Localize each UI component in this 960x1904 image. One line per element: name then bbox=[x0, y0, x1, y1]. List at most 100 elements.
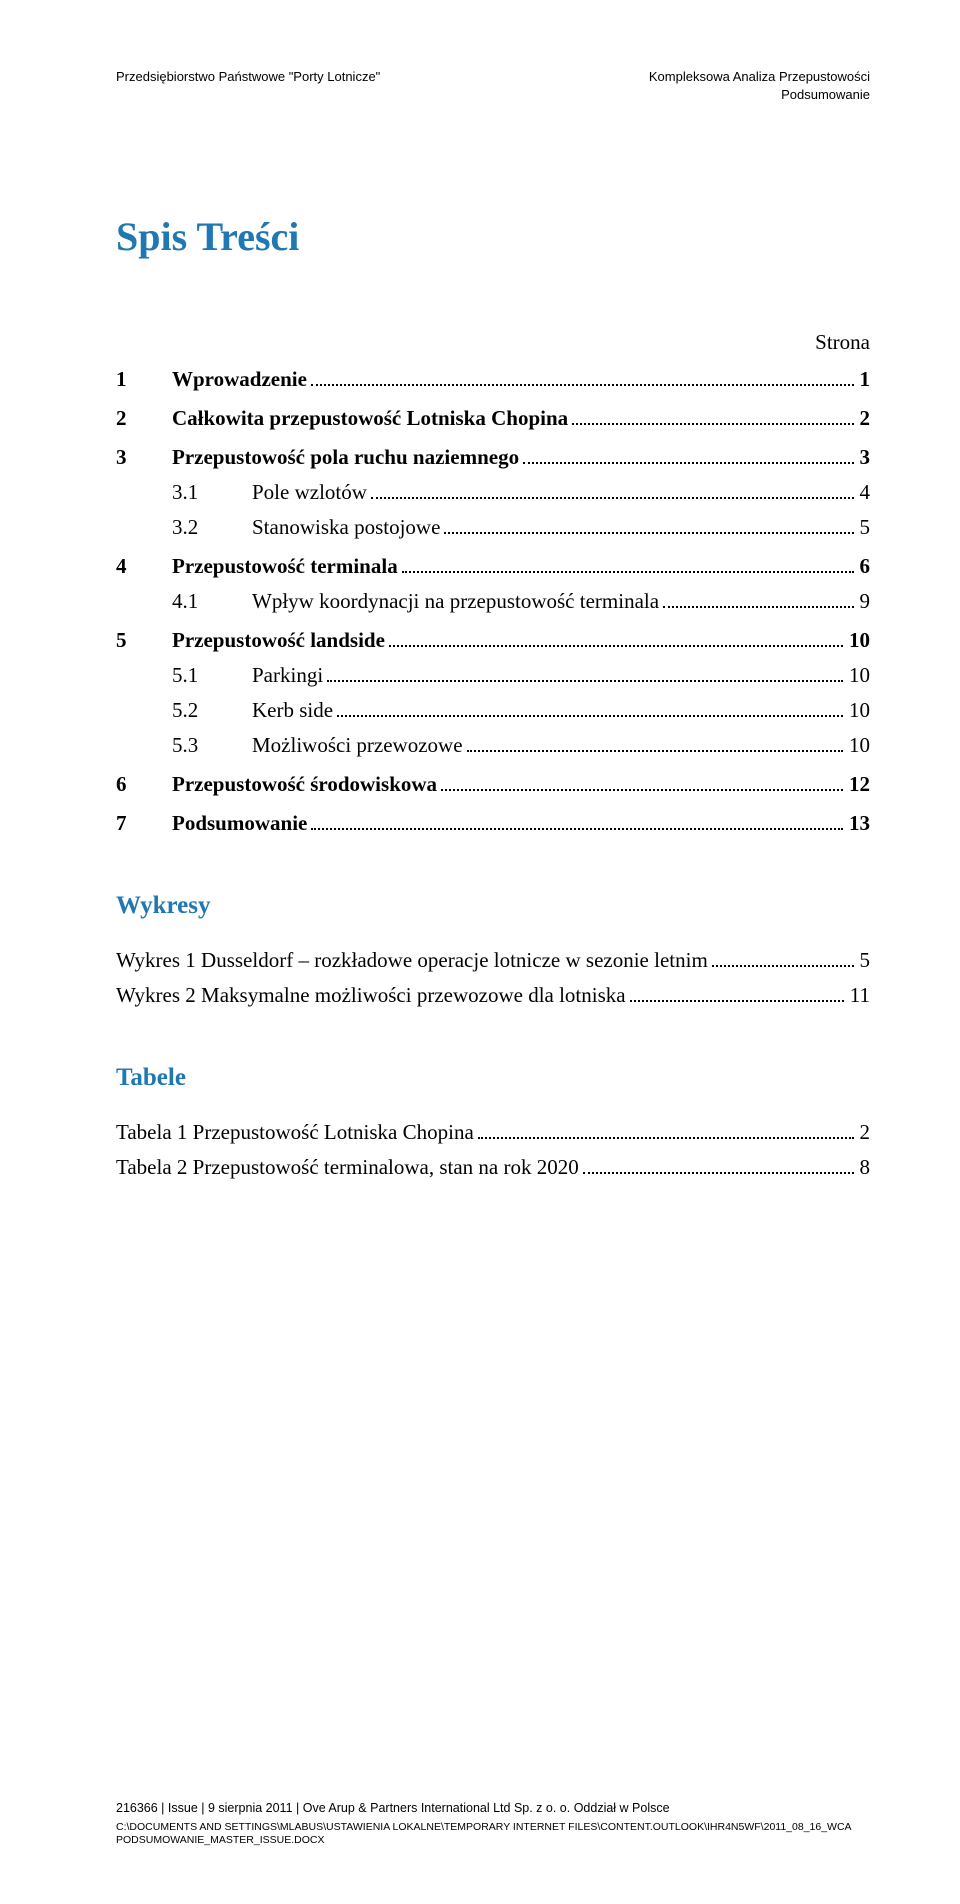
wykresy-heading: Wykresy bbox=[116, 892, 870, 920]
toc-subnumber: 4.1 bbox=[172, 589, 252, 614]
toc-subpage: 9 bbox=[858, 589, 871, 614]
tabele-heading: Tabele bbox=[116, 1064, 870, 1092]
list-row: Wykres 1 Dusseldorf – rozkładowe operacj… bbox=[116, 948, 870, 973]
toc-label: Przepustowość środowiskowa bbox=[172, 772, 437, 797]
toc-leader bbox=[630, 983, 844, 1002]
table-of-contents: 1Wprowadzenie12Całkowita przepustowość L… bbox=[116, 367, 870, 836]
toc-page: 10 bbox=[847, 628, 870, 653]
toc-row: 2Całkowita przepustowość Lotniska Chopin… bbox=[116, 406, 870, 431]
toc-leader bbox=[583, 1155, 854, 1174]
toc-page: 13 bbox=[847, 811, 870, 836]
toc-number: 4 bbox=[116, 554, 172, 579]
footer-line1: 216366 | Issue | 9 sierpnia 2011 | Ove A… bbox=[116, 1801, 870, 1815]
toc-label: Przepustowość terminala bbox=[172, 554, 398, 579]
toc-leader bbox=[311, 811, 843, 830]
toc-page: 2 bbox=[858, 406, 871, 431]
header-right-line2: Podsumowanie bbox=[649, 86, 870, 104]
toc-leader bbox=[337, 698, 843, 717]
toc-section: 4Przepustowość terminala 6 4.1Wpływ koordy… bbox=[116, 554, 870, 614]
toc-sublabel: Wpływ koordynacji na przepustowość termi… bbox=[252, 589, 659, 614]
toc-leader bbox=[311, 367, 854, 386]
toc-sublabel: Kerb side bbox=[252, 698, 333, 723]
toc-leader bbox=[371, 480, 854, 499]
toc-leader bbox=[572, 406, 853, 425]
toc-leader bbox=[402, 554, 854, 573]
toc-leader bbox=[327, 663, 843, 682]
toc-subpage: 10 bbox=[847, 663, 870, 688]
toc-sublabel: Możliwości przewozowe bbox=[252, 733, 463, 758]
toc-leader bbox=[389, 628, 843, 647]
list-page: 2 bbox=[858, 1120, 871, 1145]
toc-subrow: 5.2Kerb side 10 bbox=[116, 698, 870, 723]
page-title: Spis Treści bbox=[116, 213, 870, 260]
toc-leader bbox=[467, 733, 843, 752]
toc-sublabel: Pole wzlotów bbox=[252, 480, 367, 505]
document-page: Przedsiębiorstwo Państwowe "Porty Lotnic… bbox=[0, 0, 960, 1904]
toc-section: 7Podsumowanie 13 bbox=[116, 811, 870, 836]
toc-page: 3 bbox=[858, 445, 871, 470]
toc-subpage: 10 bbox=[847, 733, 870, 758]
toc-subpage: 5 bbox=[858, 515, 871, 540]
toc-number: 7 bbox=[116, 811, 172, 836]
toc-leader bbox=[712, 948, 854, 967]
toc-section: 3Przepustowość pola ruchu naziemnego33.1… bbox=[116, 445, 870, 540]
toc-leader bbox=[523, 445, 853, 464]
list-row: Tabela 2 Przepustowość terminalowa, stan… bbox=[116, 1155, 870, 1180]
toc-number: 5 bbox=[116, 628, 172, 653]
toc-subpage: 10 bbox=[847, 698, 870, 723]
header-right: Kompleksowa Analiza Przepustowości Podsu… bbox=[649, 68, 870, 103]
list-row: Wykres 2 Maksymalne możliwości przewozow… bbox=[116, 983, 870, 1008]
toc-row: 1Wprowadzenie1 bbox=[116, 367, 870, 392]
toc-subrow: 3.2Stanowiska postojowe5 bbox=[116, 515, 870, 540]
toc-page: 12 bbox=[847, 772, 870, 797]
header-right-line1: Kompleksowa Analiza Przepustowości bbox=[649, 68, 870, 86]
toc-page: 1 bbox=[858, 367, 871, 392]
toc-label: Przepustowość landside bbox=[172, 628, 385, 653]
toc-subrow: 5.1Parkingi 10 bbox=[116, 663, 870, 688]
toc-row: 6Przepustowość środowiskowa 12 bbox=[116, 772, 870, 797]
list-label: Wykres 2 Maksymalne możliwości przewozow… bbox=[116, 983, 626, 1008]
toc-subnumber: 5.1 bbox=[172, 663, 252, 688]
toc-row: 7Podsumowanie 13 bbox=[116, 811, 870, 836]
toc-section: 2Całkowita przepustowość Lotniska Chopin… bbox=[116, 406, 870, 431]
toc-sublabel: Parkingi bbox=[252, 663, 323, 688]
toc-leader bbox=[444, 515, 853, 534]
list-label: Tabela 1 Przepustowość Lotniska Chopina bbox=[116, 1120, 474, 1145]
toc-page: 6 bbox=[858, 554, 871, 579]
toc-subrow: 4.1Wpływ koordynacji na przepustowość te… bbox=[116, 589, 870, 614]
toc-leader bbox=[663, 589, 853, 608]
list-page: 5 bbox=[858, 948, 871, 973]
toc-section: 5Przepustowość landside105.1Parkingi105.… bbox=[116, 628, 870, 758]
toc-label: Wprowadzenie bbox=[172, 367, 307, 392]
strona-label: Strona bbox=[116, 330, 870, 355]
list-page: 8 bbox=[858, 1155, 871, 1180]
toc-row: 5Przepustowość landside 10 bbox=[116, 628, 870, 653]
page-header: Przedsiębiorstwo Państwowe "Porty Lotnic… bbox=[116, 68, 870, 103]
toc-label: Całkowita przepustowość Lotniska Chopina bbox=[172, 406, 568, 431]
list-row: Tabela 1 Przepustowość Lotniska Chopina 2 bbox=[116, 1120, 870, 1145]
toc-row: 3Przepustowość pola ruchu naziemnego3 bbox=[116, 445, 870, 470]
list-label: Wykres 1 Dusseldorf – rozkładowe operacj… bbox=[116, 948, 708, 973]
toc-number: 6 bbox=[116, 772, 172, 797]
toc-subrow: 5.3Możliwości przewozowe 10 bbox=[116, 733, 870, 758]
toc-section: 6Przepustowość środowiskowa 12 bbox=[116, 772, 870, 797]
toc-subnumber: 3.1 bbox=[172, 480, 252, 505]
toc-number: 1 bbox=[116, 367, 172, 392]
toc-subnumber: 5.2 bbox=[172, 698, 252, 723]
toc-leader bbox=[441, 772, 843, 791]
toc-number: 3 bbox=[116, 445, 172, 470]
toc-section: 1Wprowadzenie1 bbox=[116, 367, 870, 392]
toc-subpage: 4 bbox=[858, 480, 871, 505]
toc-number: 2 bbox=[116, 406, 172, 431]
list-page: 11 bbox=[848, 983, 870, 1008]
toc-label: Podsumowanie bbox=[172, 811, 307, 836]
footer-line2: C:\DOCUMENTS AND SETTINGS\MLABUS\USTAWIE… bbox=[116, 1821, 870, 1848]
wykresy-list: Wykres 1 Dusseldorf – rozkładowe operacj… bbox=[116, 948, 870, 1008]
tabele-list: Tabela 1 Przepustowość Lotniska Chopina 2… bbox=[116, 1120, 870, 1180]
header-left: Przedsiębiorstwo Państwowe "Porty Lotnic… bbox=[116, 68, 380, 103]
toc-label: Przepustowość pola ruchu naziemnego bbox=[172, 445, 519, 470]
toc-sublabel: Stanowiska postojowe bbox=[252, 515, 440, 540]
toc-leader bbox=[478, 1120, 854, 1139]
toc-subnumber: 5.3 bbox=[172, 733, 252, 758]
page-footer: 216366 | Issue | 9 sierpnia 2011 | Ove A… bbox=[116, 1801, 870, 1848]
